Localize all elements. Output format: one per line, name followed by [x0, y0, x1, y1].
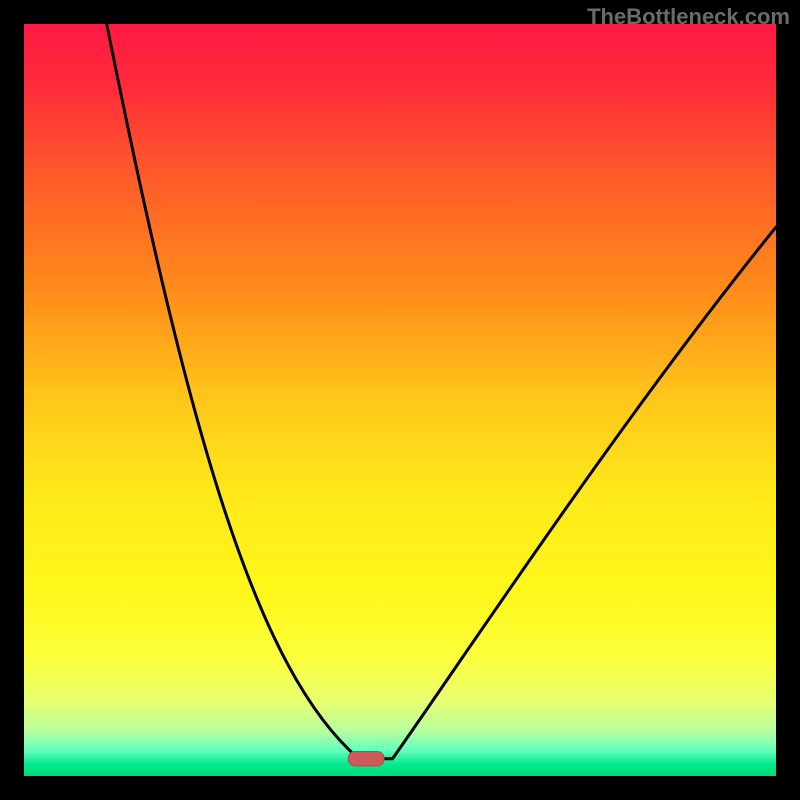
watermark-text: TheBottleneck.com	[587, 4, 790, 30]
valley-marker	[348, 752, 384, 766]
chart-container: TheBottleneck.com	[0, 0, 800, 800]
bottleneck-chart	[0, 0, 800, 800]
plot-area	[24, 24, 776, 776]
